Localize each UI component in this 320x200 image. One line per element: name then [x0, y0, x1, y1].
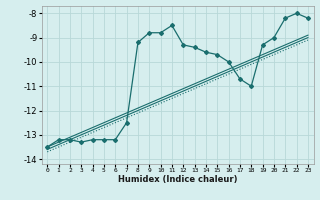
X-axis label: Humidex (Indice chaleur): Humidex (Indice chaleur) — [118, 175, 237, 184]
